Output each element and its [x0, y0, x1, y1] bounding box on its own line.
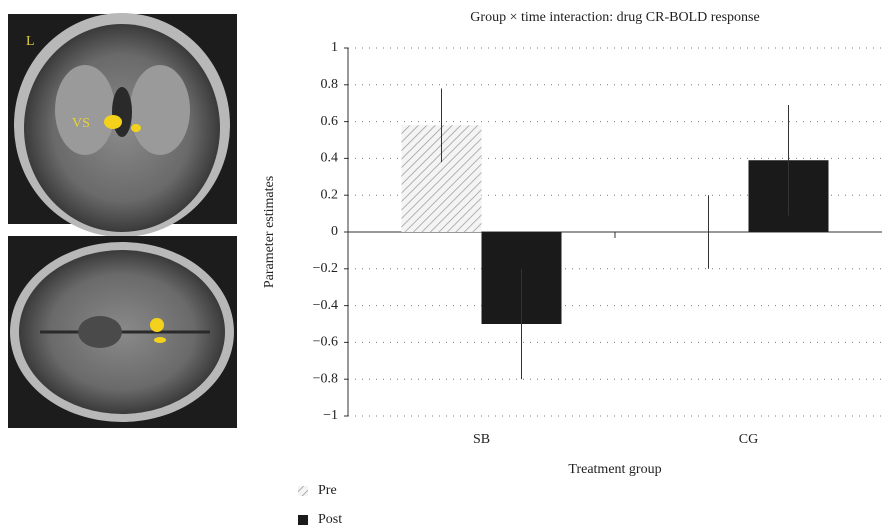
y-axis-title: Parameter estimates	[262, 176, 277, 288]
y-tick-label: 0.2	[321, 187, 339, 202]
y-tick-label: 1	[331, 40, 338, 55]
y-tick-label: −0.6	[313, 335, 338, 350]
y-tick-label: 0.6	[321, 114, 339, 129]
brain-axial	[8, 236, 237, 428]
x-tick-label: SB	[473, 432, 490, 447]
y-tick-label: −0.8	[313, 371, 338, 386]
x-tick-label: CG	[739, 432, 758, 447]
legend-label: Pre	[318, 483, 337, 498]
y-tick-label: −1	[323, 408, 338, 423]
y-tick-label: −0.2	[313, 261, 338, 276]
y-tick-label: −0.4	[313, 298, 338, 313]
figure: L VS Group × time interaction: drug CR-B…	[0, 0, 892, 531]
y-tick-label: 0.8	[321, 77, 339, 92]
y-tick-label: 0	[331, 224, 338, 239]
x-axis-title: Treatment group	[568, 462, 661, 477]
region-label: VS	[72, 116, 90, 131]
chart-title: Group × time interaction: drug CR-BOLD r…	[470, 10, 759, 25]
legend-swatch	[298, 515, 308, 525]
legend-label: Post	[318, 512, 342, 527]
legend-swatch	[298, 486, 308, 496]
brain-coronal: L VS	[8, 13, 237, 237]
y-tick-label: 0.4	[321, 151, 339, 166]
side-label: L	[26, 34, 35, 49]
